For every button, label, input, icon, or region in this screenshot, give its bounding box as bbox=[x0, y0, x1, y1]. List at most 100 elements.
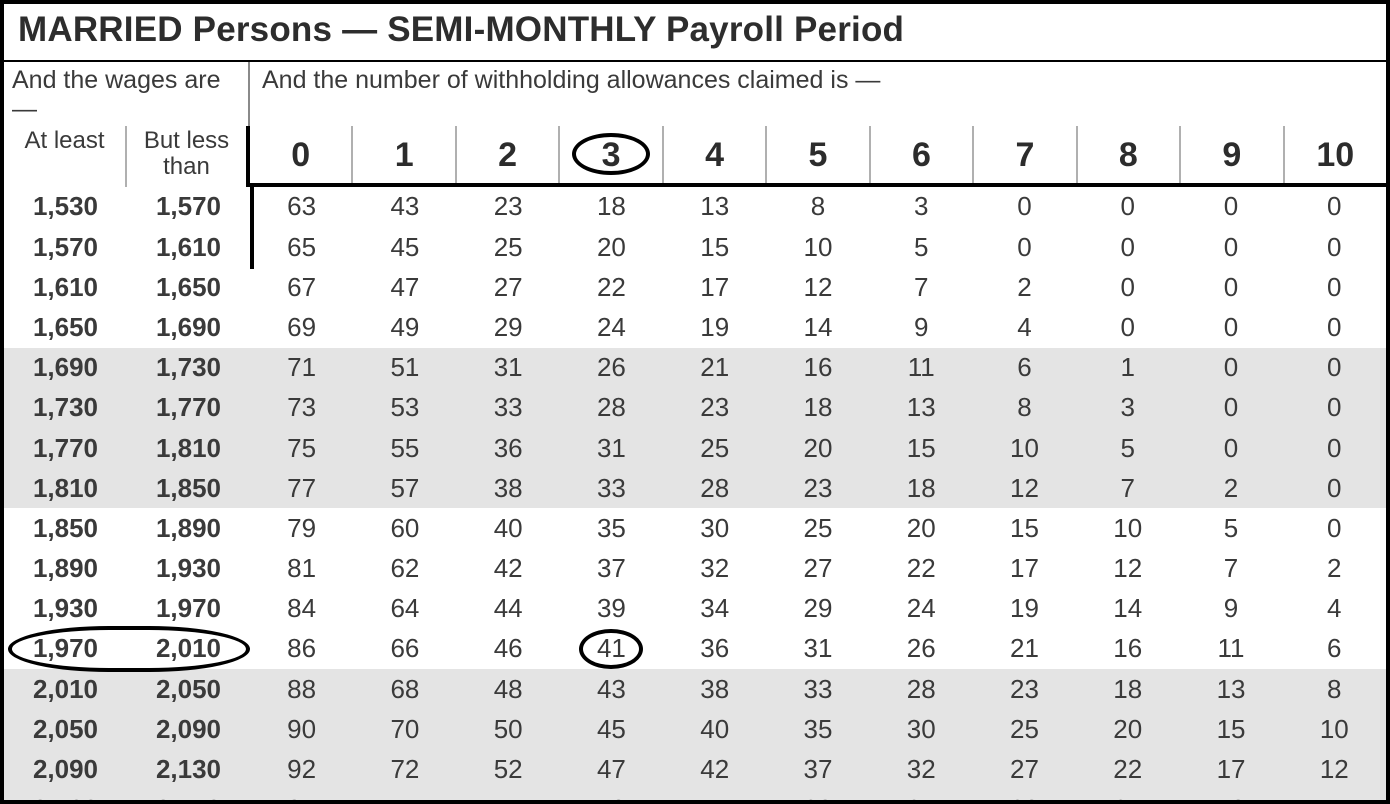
cell-value: 14 bbox=[1076, 593, 1179, 624]
cell-value: 73 bbox=[250, 392, 353, 423]
cell-value: 25 bbox=[457, 232, 560, 263]
cell-value: 7 bbox=[1179, 553, 1282, 584]
cell-value: 29 bbox=[766, 593, 869, 624]
cell-value: 2 bbox=[1283, 553, 1386, 584]
cell-value: 26 bbox=[560, 352, 663, 383]
cell-value: 33 bbox=[560, 473, 663, 504]
cell-value: 20 bbox=[766, 433, 869, 464]
cell-value: 19 bbox=[973, 593, 1076, 624]
cell-value: 0 bbox=[1283, 232, 1386, 263]
cell-value: 63 bbox=[250, 191, 353, 222]
cell-value: 3 bbox=[870, 191, 973, 222]
cell-value: 42 bbox=[457, 553, 560, 584]
cell-value: 9 bbox=[870, 312, 973, 343]
cell-value: 17 bbox=[1179, 754, 1282, 785]
cell-value: 36 bbox=[457, 433, 560, 464]
cell-value: 22 bbox=[1076, 754, 1179, 785]
cell-atleast: 1,770 bbox=[4, 433, 127, 464]
cell-value: 25 bbox=[766, 513, 869, 544]
cell-butless: 1,610 bbox=[127, 232, 250, 263]
cell-value: 18 bbox=[766, 392, 869, 423]
allowance-header-7: 7 bbox=[974, 126, 1077, 183]
cell-value: 9 bbox=[1179, 593, 1282, 624]
cell-value: 47 bbox=[560, 754, 663, 785]
cell-value: 6 bbox=[1283, 633, 1386, 664]
table-row: 1,8901,93081624237322722171272 bbox=[4, 548, 1386, 588]
cell-value: 24 bbox=[870, 593, 973, 624]
heavy-column-separator bbox=[250, 187, 254, 269]
cell-butless: 1,930 bbox=[127, 553, 250, 584]
cell-value: 0 bbox=[973, 191, 1076, 222]
circle-annotation-header bbox=[572, 133, 650, 175]
cell-value: 0 bbox=[1283, 433, 1386, 464]
cell-value: 64 bbox=[353, 593, 456, 624]
cell-value: 0 bbox=[1283, 392, 1386, 423]
table-row: 2,0502,0909070504540353025201510 bbox=[4, 709, 1386, 749]
cell-value: 30 bbox=[870, 714, 973, 745]
cell-value: 7 bbox=[870, 272, 973, 303]
cell-value: 43 bbox=[353, 191, 456, 222]
cell-value: 18 bbox=[1076, 674, 1179, 705]
cell-value: 84 bbox=[250, 593, 353, 624]
cell-value: 74 bbox=[353, 794, 456, 804]
cell-atleast: 1,530 bbox=[4, 191, 127, 222]
cell-value: 0 bbox=[1179, 312, 1282, 343]
allowances-header-label: And the number of withholding allowances… bbox=[250, 62, 1386, 126]
cell-value: 0 bbox=[1283, 191, 1386, 222]
cell-value: 45 bbox=[560, 714, 663, 745]
cell-value: 44 bbox=[663, 794, 766, 804]
cell-value: 34 bbox=[663, 593, 766, 624]
cell-value: 49 bbox=[560, 794, 663, 804]
cell-value: 19 bbox=[663, 312, 766, 343]
cell-value: 8 bbox=[766, 191, 869, 222]
cell-value: 22 bbox=[560, 272, 663, 303]
cell-value: 17 bbox=[663, 272, 766, 303]
cell-value: 33 bbox=[766, 674, 869, 705]
tax-table-frame: MARRIED Persons — SEMI-MONTHLY Payroll P… bbox=[0, 0, 1390, 804]
table-row: 1,9702,010866646413631262116116 bbox=[4, 629, 1386, 669]
cell-value: 27 bbox=[973, 754, 1076, 785]
wages-header-label: And the wages are — bbox=[4, 62, 250, 126]
cell-value: 90 bbox=[250, 714, 353, 745]
cell-butless: 1,650 bbox=[127, 272, 250, 303]
data-rows: 1,5301,57063432318138300001,5701,6106545… bbox=[4, 187, 1386, 804]
table-row: 1,7301,770735333282318138300 bbox=[4, 388, 1386, 428]
allowance-header-2: 2 bbox=[457, 126, 560, 183]
cell-value: 92 bbox=[250, 754, 353, 785]
cell-value: 0 bbox=[1283, 473, 1386, 504]
cell-value: 6 bbox=[973, 352, 1076, 383]
cell-value: 7 bbox=[1076, 473, 1179, 504]
table-row: 2,1302,1709474544944393429241914, bbox=[4, 790, 1386, 804]
col-header-butless-text: But less than bbox=[144, 127, 229, 180]
cell-value: 48 bbox=[457, 674, 560, 705]
cell-value: 13 bbox=[1179, 674, 1282, 705]
cell-value: 38 bbox=[663, 674, 766, 705]
cell-atleast: 2,090 bbox=[4, 754, 127, 785]
allowance-header-0: 0 bbox=[250, 126, 353, 183]
cell-value: 8 bbox=[1283, 674, 1386, 705]
cell-value: 54 bbox=[457, 794, 560, 804]
cell-value: 5 bbox=[1179, 513, 1282, 544]
table-row: 2,0102,050886848433833282318138 bbox=[4, 669, 1386, 709]
col-header-atleast-text: At least bbox=[24, 127, 104, 154]
cell-value: 50 bbox=[457, 714, 560, 745]
cell-atleast: 2,050 bbox=[4, 714, 127, 745]
cell-value: 10 bbox=[1076, 513, 1179, 544]
cell-value: 29 bbox=[457, 312, 560, 343]
allowance-header-5: 5 bbox=[767, 126, 870, 183]
allowance-number-headers: 012345678910 bbox=[250, 126, 1386, 187]
table-row: 2,0902,1309272524742373227221712 bbox=[4, 749, 1386, 789]
cell-value: 0 bbox=[1283, 352, 1386, 383]
cell-value: 0 bbox=[1283, 312, 1386, 343]
cell-value: 46 bbox=[457, 633, 560, 664]
cell-value: 44 bbox=[457, 593, 560, 624]
cell-value: 14, bbox=[1283, 794, 1386, 804]
cell-value: 20 bbox=[1076, 714, 1179, 745]
cell-atleast: 1,570 bbox=[4, 232, 127, 263]
cell-butless: 1,890 bbox=[127, 513, 250, 544]
cell-butless: 1,690 bbox=[127, 312, 250, 343]
cell-value: 43 bbox=[560, 674, 663, 705]
cell-value: 81 bbox=[250, 553, 353, 584]
allowance-header-6: 6 bbox=[871, 126, 974, 183]
cell-atleast: 1,610 bbox=[4, 272, 127, 303]
